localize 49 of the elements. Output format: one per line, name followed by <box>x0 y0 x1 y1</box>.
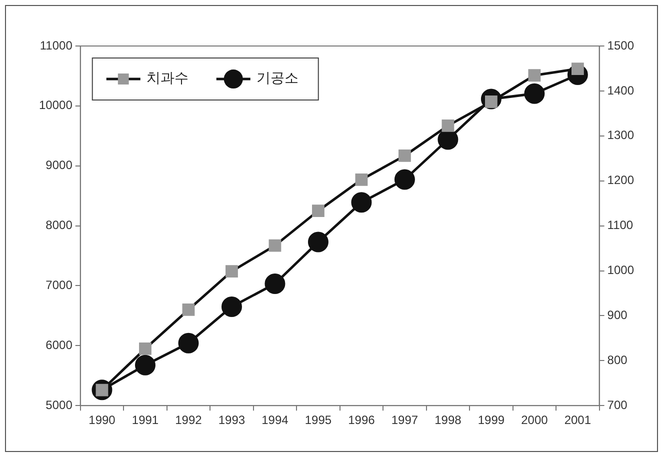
x-tick-label: 2000 <box>521 413 548 428</box>
y2-tick-label: 800 <box>607 352 628 367</box>
x-tick-label: 1998 <box>434 413 462 428</box>
x-tick-label: 1999 <box>478 413 505 428</box>
point <box>264 274 286 294</box>
point <box>394 169 415 190</box>
point <box>351 192 372 213</box>
point <box>139 342 152 355</box>
y2-tick-label: 1400 <box>607 83 634 98</box>
point <box>528 69 541 82</box>
y-tick-label: 6000 <box>46 338 73 352</box>
y2-tick-label: 900 <box>607 308 628 322</box>
point <box>178 332 199 354</box>
legend-label: 기공소 <box>256 70 298 87</box>
point <box>221 296 242 317</box>
y-tick-label: 11000 <box>40 38 73 52</box>
x-tick-label: 2001 <box>564 413 592 428</box>
point <box>308 232 328 252</box>
y2-tick-label: 1500 <box>607 38 634 52</box>
y-tick-label: 7000 <box>46 278 73 292</box>
point <box>312 204 324 218</box>
x-tick-label: 1993 <box>218 413 246 428</box>
x-tick-label: 1996 <box>348 413 376 428</box>
point <box>226 265 238 278</box>
x-tick-label: 1992 <box>175 413 202 428</box>
x-tick-label: 1991 <box>132 413 159 428</box>
y2-tick-label: 1200 <box>607 173 634 188</box>
x-tick-label: 1994 <box>262 413 289 428</box>
y-tick-label: 5000 <box>46 398 73 412</box>
x-tick-label: 1997 <box>391 413 418 428</box>
point <box>524 83 545 104</box>
y2-tick-label: 1000 <box>607 263 634 278</box>
y-tick-label: 10000 <box>38 98 73 112</box>
point <box>134 354 156 376</box>
y-tick-label: 8000 <box>46 218 73 232</box>
x-tick-label: 1995 <box>304 413 332 428</box>
point <box>442 120 454 132</box>
point <box>398 149 411 162</box>
legend-label: 치과수 <box>146 70 188 87</box>
point <box>438 129 458 150</box>
y2-tick-label: 1300 <box>607 128 634 142</box>
point <box>571 62 584 75</box>
point <box>355 173 368 186</box>
point <box>182 304 195 316</box>
point <box>268 239 282 252</box>
x-tick-label: 1990 <box>88 413 116 428</box>
y2-tick-label: 1100 <box>607 218 634 232</box>
y2-tick-label: 700 <box>607 398 628 412</box>
y-tick-label: 9000 <box>46 158 73 172</box>
